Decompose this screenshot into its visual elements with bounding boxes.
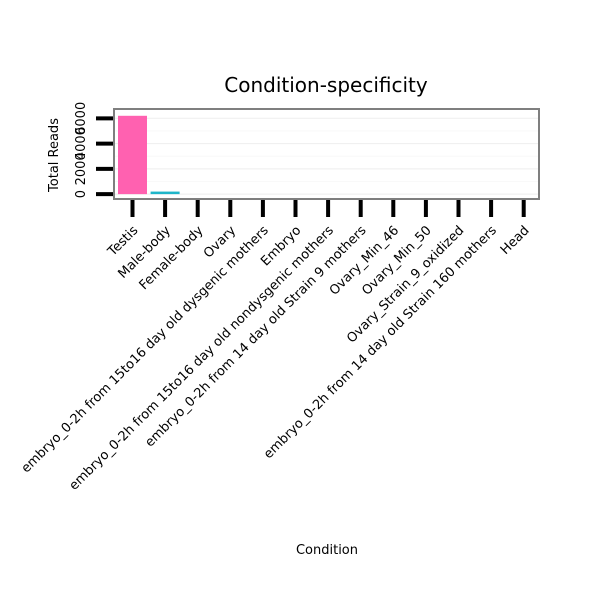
chart-title: Condition-specificity (224, 73, 428, 97)
y-axis-title: Total Reads (47, 118, 62, 193)
y-tick-label: 0 (74, 190, 89, 198)
panel-border (113, 108, 540, 200)
y-tick-label: 6000 (74, 102, 89, 135)
x-tick-label: Head (498, 223, 533, 258)
y-tick-label: 2000 (74, 152, 89, 185)
x-axis-title: Condition (296, 543, 358, 558)
x-axis: TestisMale-bodyFemale-bodyOvaryembryo_0-… (19, 200, 533, 494)
x-tick-label: embryo_0-2h from 15to16 day old nondysge… (67, 223, 337, 493)
bar-testis (118, 115, 147, 195)
bar-male-body (150, 191, 180, 195)
panel-background (114, 109, 539, 199)
plot-panel (113, 108, 540, 200)
y-tick-label: 4000 (74, 127, 89, 160)
